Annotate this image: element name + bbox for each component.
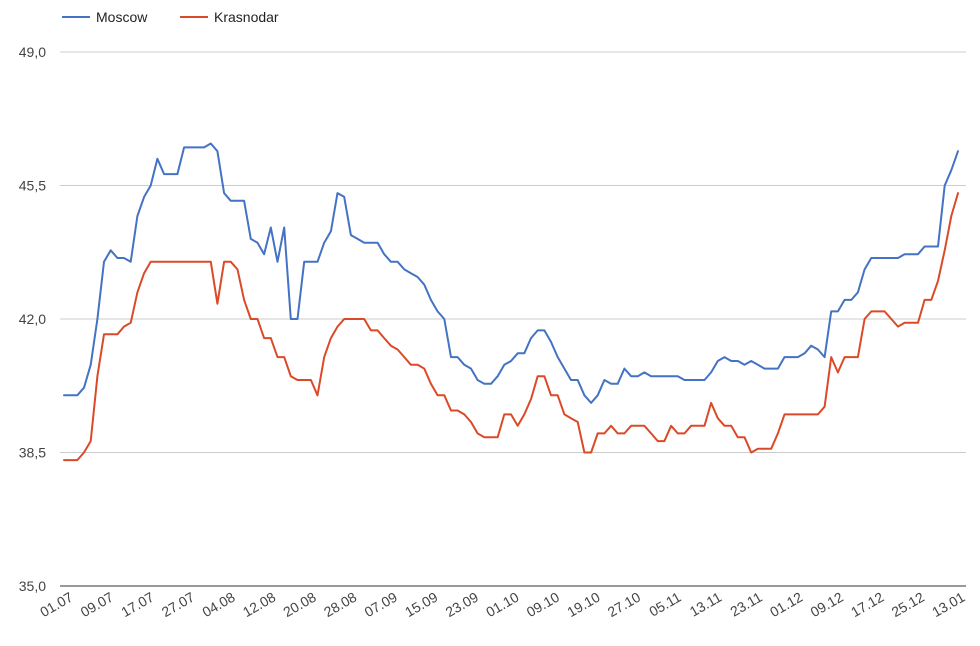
y-tick-label: 38,5 xyxy=(19,445,46,461)
x-tick-label: 15.09 xyxy=(402,589,441,620)
x-tick-label: 23.11 xyxy=(727,589,765,620)
x-tick-label: 04.08 xyxy=(199,589,238,620)
x-tick-label: 27.07 xyxy=(159,589,198,620)
y-tick-label: 45,5 xyxy=(19,178,46,194)
x-tick-label: 07.09 xyxy=(362,589,401,620)
y-tick-label: 35,0 xyxy=(19,578,46,594)
series-line-krasnodar xyxy=(63,192,959,462)
x-tick-label: 09.07 xyxy=(78,589,117,620)
x-tick-label: 28.08 xyxy=(321,589,360,620)
x-tick-label: 19.10 xyxy=(564,589,603,620)
x-tick-label: 09.12 xyxy=(808,589,847,620)
legend-label-krasnodar: Krasnodar xyxy=(214,9,279,25)
plot-area xyxy=(63,142,959,462)
x-tick-label: 01.10 xyxy=(483,589,522,620)
gridlines xyxy=(60,51,966,587)
y-tick-label: 42,0 xyxy=(19,311,46,327)
x-tick-label: 17.12 xyxy=(848,589,887,620)
x-tick-label: 23.09 xyxy=(443,589,482,620)
y-tick-label: 49,0 xyxy=(19,44,46,60)
x-tick-label: 17.07 xyxy=(118,589,157,620)
legend-label-moscow: Moscow xyxy=(96,9,148,25)
x-tick-label: 12.08 xyxy=(240,589,279,620)
x-tick-label: 20.08 xyxy=(280,589,319,620)
x-tick-label: 27.10 xyxy=(605,589,644,620)
y-axis: 35,0 38,5 42,0 45,5 49,0 xyxy=(19,44,46,594)
x-tick-label: 01.12 xyxy=(767,589,806,620)
chart-legend: Moscow Krasnodar xyxy=(62,9,279,25)
x-tick-label: 13.11 xyxy=(687,589,725,620)
x-tick-label: 05.11 xyxy=(646,589,684,620)
x-tick-label: 13.01 xyxy=(929,589,968,620)
series-line-moscow xyxy=(63,142,959,404)
x-axis: 01.07 09.07 17.07 27.07 04.08 12.08 20.08 28.08… xyxy=(37,589,968,620)
x-tick-label: 25.12 xyxy=(889,589,928,620)
x-tick-label: 09.10 xyxy=(524,589,563,620)
